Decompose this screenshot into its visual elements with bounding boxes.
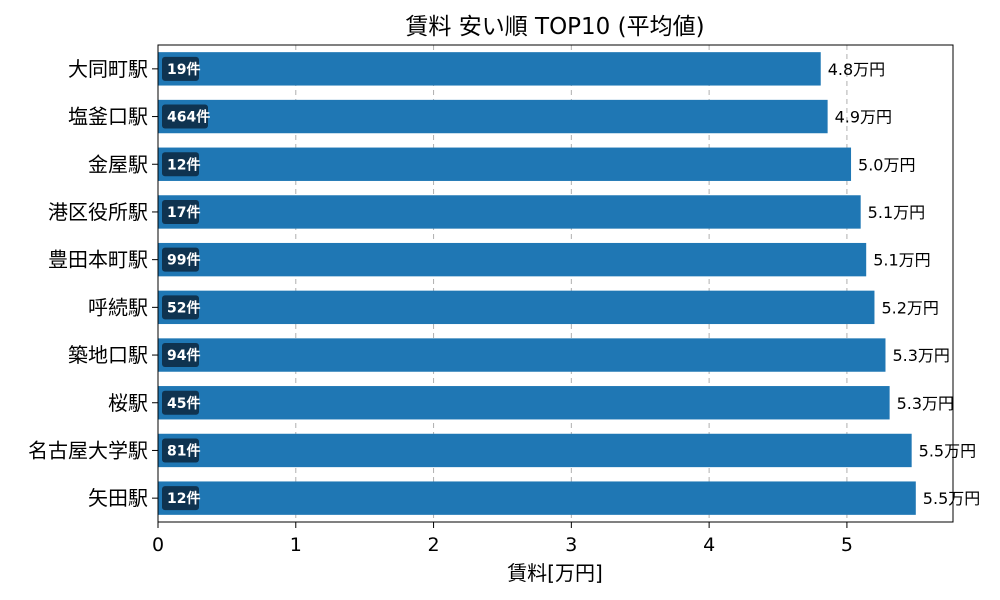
bar [158,481,916,515]
bar [158,195,861,229]
count-badge-label: 45件 [167,395,200,412]
value-label: 5.5万円 [923,489,980,508]
y-tick-label: 築地口駅 [68,343,148,367]
x-tick-label: 0 [152,534,164,556]
y-tick-label: 港区役所駅 [48,200,148,224]
count-badge [162,438,199,463]
count-badge-label: 94件 [167,347,200,364]
count-badge [162,199,199,224]
bar [158,338,886,372]
value-label: 5.1万円 [868,203,925,222]
bar [158,242,867,277]
x-axis-ticks: 0 1 2 3 4 5 [152,522,853,556]
y-tick-label: 名古屋大学駅 [28,438,148,462]
x-axis-label: 賃料[万円] [507,561,603,585]
count-badge [162,295,199,320]
bar [158,52,821,86]
y-tick-label: 塩釜口駅 [68,105,148,129]
count-badge [162,343,199,368]
count-badge-label: 464件 [167,109,210,126]
y-tick-label: 呼続駅 [88,295,148,319]
bars: 4.8万円 19件 4.9万円 464件 5.0万円 12件 5.1万円 17件 5.1万円 99… [158,52,980,515]
y-tick-label: 大同町駅 [68,57,148,81]
count-badge-label: 99件 [167,252,200,269]
count-badge-label: 17件 [167,204,200,221]
value-label: 5.2万円 [881,298,938,317]
y-tick-label: 豊田本町駅 [48,248,148,272]
x-tick-label: 5 [841,534,853,556]
y-tick-label: 金屋駅 [88,152,148,176]
value-label: 4.8万円 [828,60,885,79]
x-tick-label: 2 [428,534,440,556]
count-badge [162,56,199,81]
count-badge-label: 81件 [167,442,200,459]
bar [158,99,828,134]
count-badge [162,247,199,272]
count-badge [162,390,199,415]
count-badge-label: 19件 [167,61,200,78]
value-label: 5.5万円 [919,441,976,460]
value-label: 5.3万円 [892,346,949,365]
bar [158,290,875,325]
plot-frame [157,44,954,523]
x-tick-label: 1 [290,534,302,556]
x-tick-label: 3 [565,534,577,556]
x-tick-label: 4 [703,534,715,556]
value-label: 5.0万円 [858,155,915,174]
count-badge-label: 12件 [167,490,200,507]
bar [158,147,852,181]
bar [158,386,890,420]
value-label: 5.3万円 [897,394,954,413]
count-badge-label: 52件 [167,299,200,316]
count-badge [162,486,199,511]
value-label: 4.9万円 [835,108,892,127]
count-badge-label: 12件 [167,156,200,173]
value-label: 5.1万円 [873,251,930,270]
count-badge [162,104,208,129]
y-tick-label: 矢田駅 [88,486,148,510]
y-tick-label: 桜駅 [108,391,148,415]
chart-title: 賃料 安い順 TOP10 (平均値) [405,14,704,40]
bar [158,433,912,468]
count-badge [162,152,199,177]
